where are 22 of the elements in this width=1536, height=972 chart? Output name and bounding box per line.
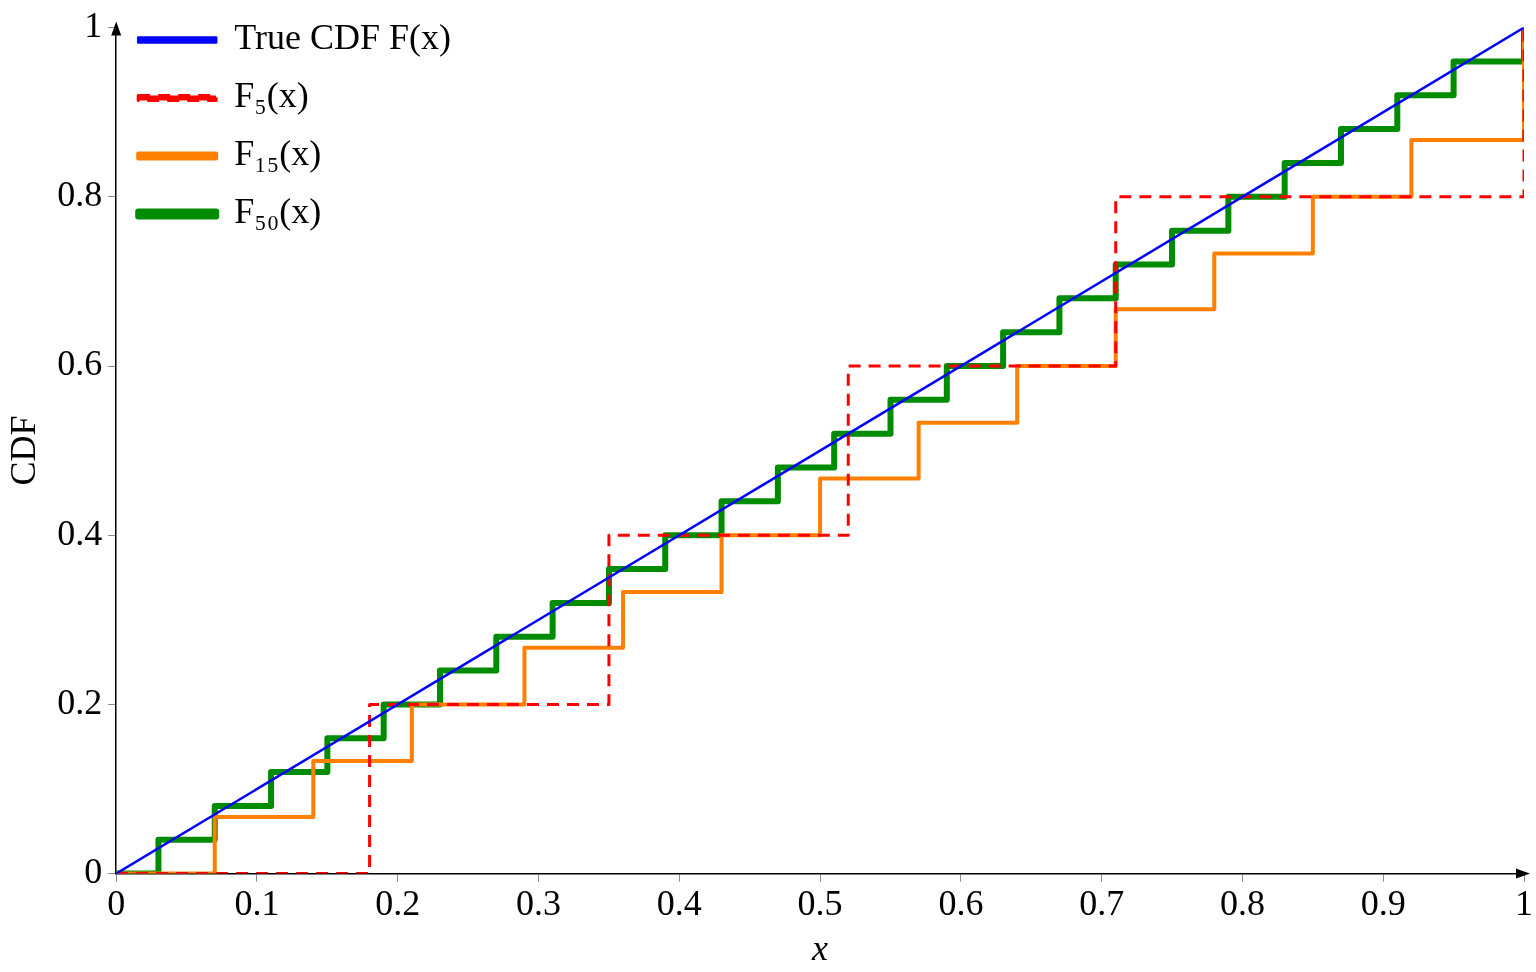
legend-label: F₁₅(x) (234, 133, 322, 174)
legend-label: F₅₀(x) (234, 191, 322, 232)
x-tick-label: 0.3 (516, 882, 562, 923)
x-tick-label: 0.6 (938, 882, 984, 923)
y-tick-label: 0 (84, 851, 103, 892)
legend-label: F₅(x) (234, 75, 309, 116)
x-tick-label: 0.8 (1219, 882, 1265, 923)
x-tick-label: 0.9 (1360, 882, 1406, 923)
y-tick-label: 0.8 (57, 174, 103, 215)
x-tick-label: 0.5 (797, 882, 843, 923)
x-tick-label: 0.2 (375, 882, 421, 923)
x-tick-label: 1 (1515, 882, 1533, 923)
x-tick-label: 0.4 (656, 882, 702, 923)
y-tick-label: 0.4 (57, 512, 103, 553)
y-tick-label: 0.2 (57, 681, 103, 722)
x-tick-label: 0.1 (234, 882, 280, 923)
y-tick-label: 1 (84, 5, 103, 46)
x-tick-label: 0.7 (1079, 882, 1125, 923)
x-axis-title: x (811, 927, 829, 968)
y-tick-label: 0.6 (57, 343, 103, 384)
legend-label: True CDF F(x) (234, 17, 451, 58)
y-axis-title: CDF (3, 415, 44, 486)
